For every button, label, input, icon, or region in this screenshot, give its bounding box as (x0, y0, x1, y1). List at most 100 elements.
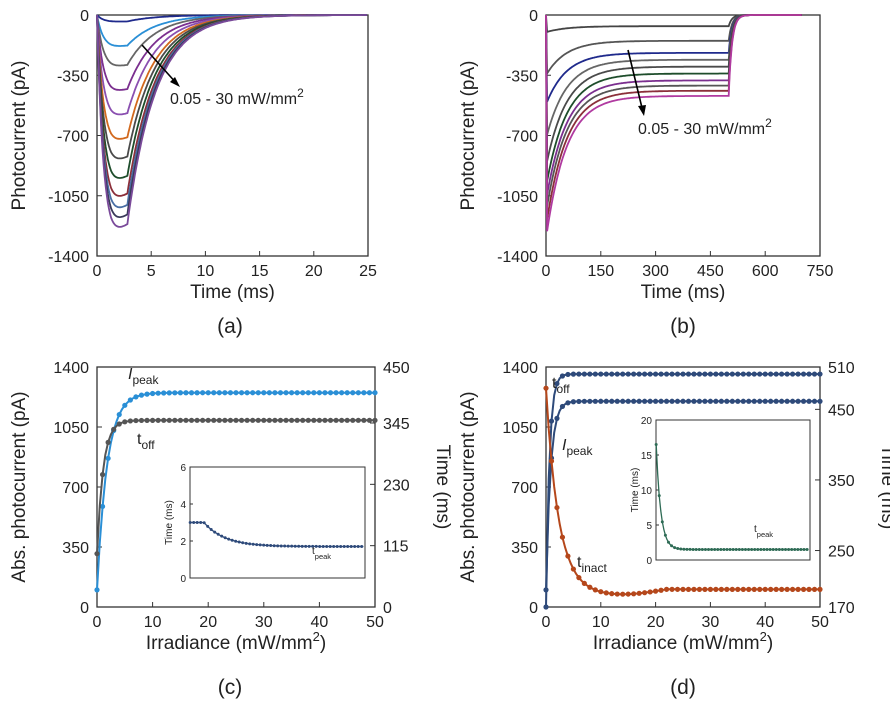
inset-point (342, 545, 346, 549)
series-point (361, 390, 367, 396)
series-point (177, 390, 183, 396)
series-point (361, 417, 367, 423)
series-point (795, 371, 801, 377)
trace-line (545, 14, 802, 162)
series-point (625, 591, 631, 597)
series-point (355, 417, 361, 423)
inset-series-label: tpeak (754, 524, 773, 539)
x-tick-label: 10 (144, 614, 162, 631)
series-point (691, 371, 697, 377)
series-point (614, 398, 620, 404)
series-point (144, 417, 150, 423)
inset-point (657, 494, 661, 498)
series-point (713, 398, 719, 404)
series-point (751, 586, 757, 592)
series-point (155, 417, 161, 423)
x-tick-label: 20 (199, 614, 217, 631)
inset-tick-label: 10 (641, 486, 653, 497)
inset-point (734, 548, 738, 551)
series-point (327, 390, 334, 396)
y-tick-label: 700 (511, 480, 538, 497)
series-point (116, 421, 122, 427)
x-tick-label: 150 (587, 263, 614, 280)
inset-point (356, 545, 360, 549)
series-point (570, 566, 577, 572)
series-point (172, 390, 178, 396)
series-point (817, 371, 823, 377)
series-point (333, 390, 339, 396)
series-point (554, 504, 560, 511)
series-point (685, 398, 692, 404)
series-point (751, 398, 757, 404)
series-point (576, 398, 582, 405)
series-point (636, 371, 642, 377)
inset-point (223, 536, 227, 540)
inset-point (759, 548, 763, 551)
series-point (680, 371, 686, 377)
series-point (138, 417, 145, 424)
series-point (188, 417, 195, 423)
series-point (696, 398, 703, 404)
series-point (779, 371, 785, 377)
inset-frame (655, 419, 811, 561)
inset-point (694, 547, 698, 551)
series-point (339, 417, 345, 423)
series-point (647, 589, 653, 595)
x-tick-label: 20 (647, 614, 665, 631)
inset-point (688, 547, 692, 551)
series-point (581, 398, 587, 404)
series-point (653, 371, 659, 377)
inset-point (206, 524, 210, 528)
irradiance-range-annotation: 0.05 - 30 mW/mm2 (638, 116, 772, 138)
series-point (674, 586, 681, 592)
series-point (255, 417, 261, 423)
series-point (768, 586, 774, 592)
inset-point (700, 547, 704, 551)
series-point (598, 371, 604, 377)
series-point (194, 390, 200, 396)
series-point (631, 398, 637, 404)
inset-point (258, 543, 262, 547)
series-point (795, 398, 801, 404)
y-tick-label: 0 (529, 600, 538, 617)
series-point (581, 371, 587, 377)
series-point (250, 417, 256, 423)
series-point (222, 390, 228, 396)
inset-point (725, 548, 729, 551)
series-point (598, 589, 604, 595)
series-label: Ipeak (128, 366, 159, 387)
series-point (669, 398, 675, 404)
series-point (800, 371, 807, 377)
y-tick-label: -1050 (497, 189, 538, 206)
inset-point (230, 538, 234, 542)
series-point (200, 390, 206, 396)
inset-point (682, 547, 686, 551)
series-point (762, 398, 768, 404)
inset-point (765, 548, 769, 551)
series-point (647, 398, 653, 404)
series-point (696, 371, 703, 377)
inset-point (213, 530, 217, 534)
series-point (642, 371, 648, 377)
inset-point (707, 547, 711, 551)
inset-point (784, 548, 788, 551)
series-point (729, 586, 735, 592)
series-point (724, 586, 730, 592)
inset-point (787, 548, 791, 551)
inset-tick-label: 4 (180, 500, 186, 511)
irradiance-range-annotation: 0.05 - 30 mW/mm2 (170, 86, 304, 108)
inset-point (314, 544, 318, 548)
series-point (620, 398, 626, 404)
right-tick-label: 450 (383, 360, 410, 377)
series-point (305, 417, 311, 423)
series-point (669, 371, 675, 377)
series-point (216, 417, 222, 423)
series-point (707, 398, 714, 404)
right-tick-label: 510 (828, 360, 855, 377)
series-point (294, 390, 300, 396)
arrow-shaft (627, 49, 644, 113)
inset-point (774, 548, 778, 551)
inset-point (670, 544, 674, 548)
y-axis-label: Photocurrent (pA) (458, 61, 479, 211)
series-point (790, 371, 796, 377)
